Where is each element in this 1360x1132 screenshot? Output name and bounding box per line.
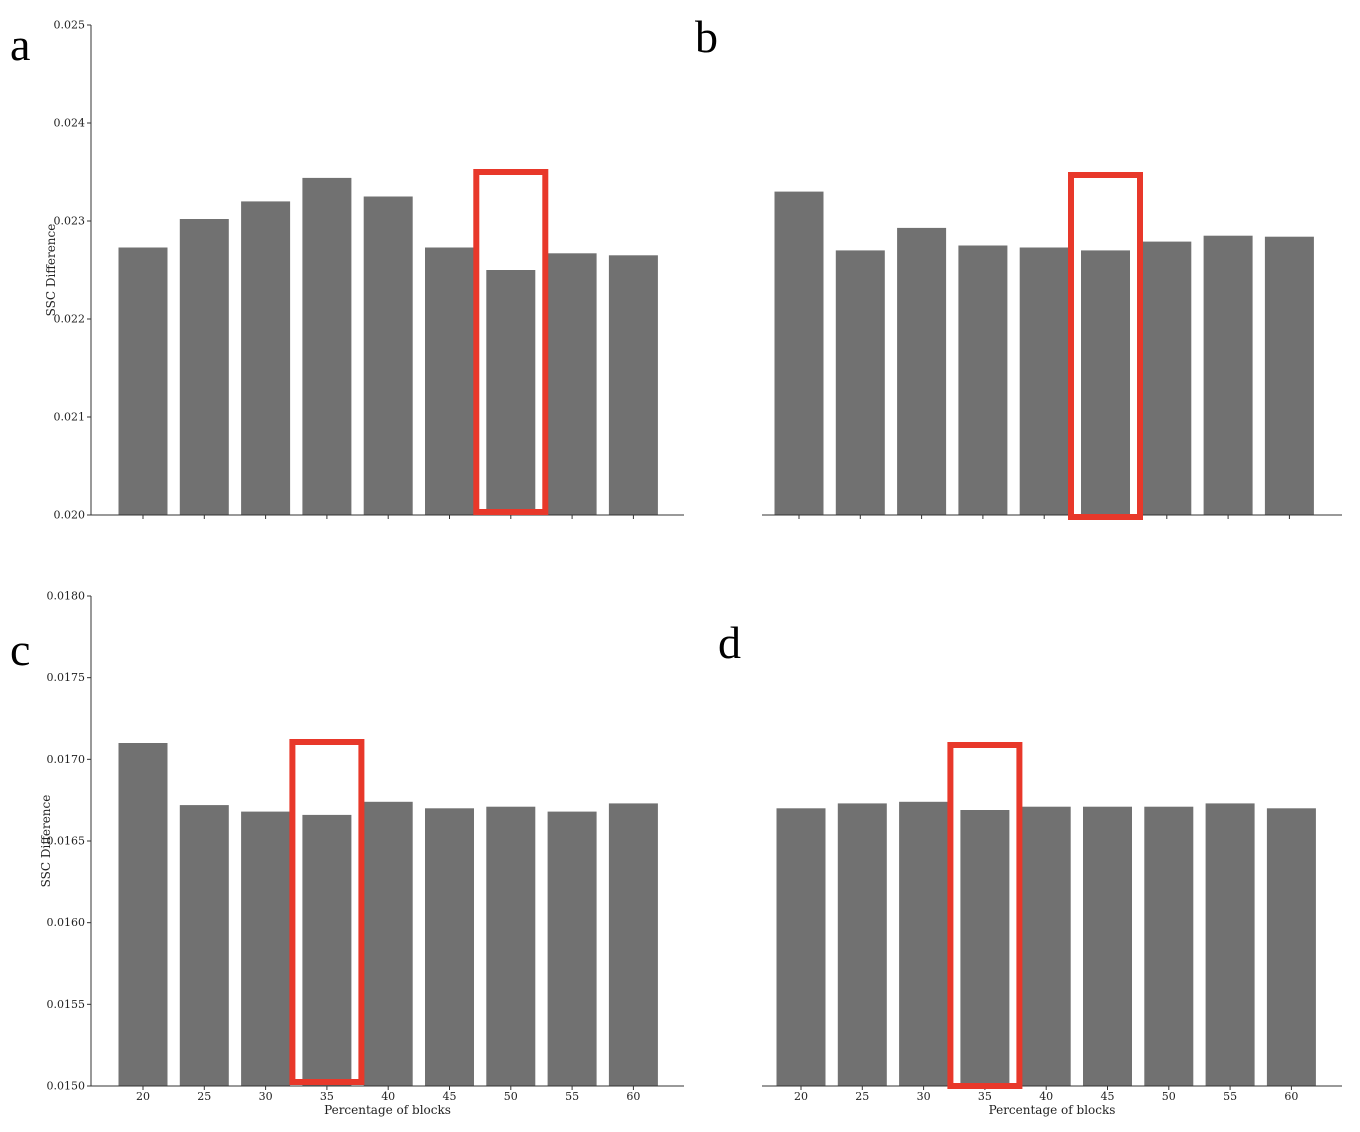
y-tick-label-0.0160: 0.0160 xyxy=(47,916,86,929)
x-tick-label-20: 20 xyxy=(136,1090,150,1103)
bar-60 xyxy=(608,803,658,1086)
x-tick-label-30: 30 xyxy=(259,1090,273,1103)
bar-50 xyxy=(1144,806,1194,1086)
x-tick-label-20: 20 xyxy=(794,1090,808,1103)
bar-45 xyxy=(425,808,474,1086)
bar-30 xyxy=(899,801,949,1086)
y-tick-label-0.0180: 0.0180 xyxy=(47,590,86,603)
y-tick-label-0.0165: 0.0165 xyxy=(47,835,86,848)
bar-50 xyxy=(1142,241,1192,515)
highlight-box xyxy=(1068,172,1143,520)
x-tick-label-50: 50 xyxy=(504,1090,518,1103)
bar-50 xyxy=(486,806,536,1086)
panel-c-chart: c 20 25 30 35 40 45 50 55 60 Percentage of blocks 0… xyxy=(10,590,684,1117)
bar-45 xyxy=(1081,250,1130,515)
panel-d-chart: d 20 25 30 35 40 45 50 55 60 Percentage of blocks xyxy=(718,617,1342,1117)
panel-letter: a xyxy=(10,19,30,70)
x-tick-label-25: 25 xyxy=(855,1090,869,1103)
x-tick-label-35: 35 xyxy=(978,1090,992,1103)
bar-60 xyxy=(1266,808,1316,1086)
x-tick-label-25: 25 xyxy=(197,1090,211,1103)
y-tick-label-0.020: 0.020 xyxy=(54,509,86,522)
bar-30 xyxy=(241,201,291,515)
y-axis-label: SSC Difference xyxy=(39,795,53,888)
bar-20 xyxy=(118,247,168,515)
bar-45 xyxy=(1083,806,1132,1086)
bar-20 xyxy=(774,191,824,515)
bar-35 xyxy=(302,177,352,515)
bar-25 xyxy=(837,803,887,1086)
y-tick-label-0.022: 0.022 xyxy=(54,313,86,326)
bar-55 xyxy=(547,253,597,516)
x-tick-label-45: 45 xyxy=(1101,1090,1115,1103)
highlight-box xyxy=(947,742,1023,1089)
bar-25 xyxy=(835,250,885,515)
bar-45 xyxy=(425,247,474,515)
bar-35 xyxy=(960,810,1010,1086)
bar-55 xyxy=(1205,803,1255,1086)
bar-60 xyxy=(608,255,658,516)
bar-35 xyxy=(958,245,1008,515)
x-tick-label-55: 55 xyxy=(565,1090,579,1103)
bar-40 xyxy=(1021,806,1071,1086)
x-axis-label: Percentage of blocks xyxy=(989,1103,1116,1117)
y-tick-label-0.0155: 0.0155 xyxy=(47,998,86,1011)
bar-25 xyxy=(179,805,229,1086)
bar-20 xyxy=(118,743,168,1086)
x-tick-label-40: 40 xyxy=(1039,1090,1053,1103)
bar-40 xyxy=(363,801,413,1086)
bar-40 xyxy=(1019,247,1069,515)
bar-60 xyxy=(1264,236,1314,515)
y-tick-label-0.0150: 0.0150 xyxy=(47,1080,86,1093)
bar-25 xyxy=(179,219,229,515)
bar-55 xyxy=(547,811,597,1086)
bar-30 xyxy=(897,227,947,515)
x-tick-label-50: 50 xyxy=(1162,1090,1176,1103)
bar-40 xyxy=(363,196,413,515)
bar-35 xyxy=(302,814,352,1086)
panel-letter: d xyxy=(718,617,741,668)
x-tick-label-30: 30 xyxy=(917,1090,931,1103)
x-tick-label-60: 60 xyxy=(1284,1090,1298,1103)
y-tick-label-0.0170: 0.0170 xyxy=(47,753,86,766)
y-tick-label-0.0175: 0.0175 xyxy=(47,671,86,684)
bar-55 xyxy=(1203,235,1253,515)
panel-letter: b xyxy=(695,11,718,62)
x-tick-label-45: 45 xyxy=(443,1090,457,1103)
y-tick-label-0.021: 0.021 xyxy=(54,411,86,424)
bar-20 xyxy=(776,808,826,1086)
x-tick-label-55: 55 xyxy=(1223,1090,1237,1103)
y-axis-label: SSC Difference xyxy=(44,224,58,317)
x-tick-label-40: 40 xyxy=(381,1090,395,1103)
y-tick-label-0.024: 0.024 xyxy=(54,117,86,130)
x-tick-label-60: 60 xyxy=(626,1090,640,1103)
panel-letter: c xyxy=(10,624,30,675)
panel-a-chart: a 0.020 0.021 0.022 0.023 0.024 0.025 SSC Diffe… xyxy=(10,19,684,522)
y-tick-label-0.023: 0.023 xyxy=(54,215,86,228)
x-tick-label-35: 35 xyxy=(320,1090,334,1103)
highlight-box xyxy=(289,739,365,1085)
bar-30 xyxy=(241,811,291,1086)
y-tick-label-0.025: 0.025 xyxy=(54,19,86,32)
bar-50 xyxy=(486,270,536,515)
highlight-box xyxy=(473,169,549,515)
panel-b-chart: b xyxy=(695,11,1342,520)
x-axis-label: Percentage of blocks xyxy=(324,1103,451,1117)
